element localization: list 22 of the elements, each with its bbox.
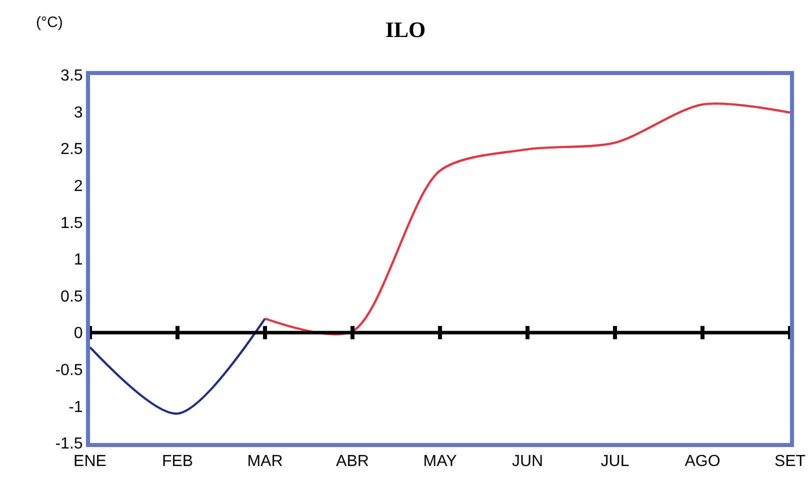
y-tick-label: 3.5 xyxy=(60,68,83,85)
y-tick-label: -1.5 xyxy=(55,436,83,453)
x-tick-label: ENE xyxy=(74,453,106,470)
y-tick-label: 2.5 xyxy=(60,141,83,158)
chart-title: ILO xyxy=(385,17,426,42)
x-tick-label: MAY xyxy=(423,453,458,470)
x-tick-label: JUL xyxy=(600,453,630,470)
y-tick-label: 0.5 xyxy=(60,288,83,306)
x-tick-label: AGO xyxy=(684,453,720,470)
y-tick-label: 0 xyxy=(74,325,83,342)
x-tick-label: MAR xyxy=(247,453,283,470)
x-tick-label: SET xyxy=(774,453,806,470)
y-tick-label: -1 xyxy=(68,398,83,416)
y-tick-label: 3 xyxy=(74,104,83,122)
x-tick-label: ABR xyxy=(336,453,369,470)
y-tick-label: 1.5 xyxy=(60,214,83,232)
x-tick-label: JUN xyxy=(512,453,544,470)
y-axis-title: (°C) xyxy=(36,14,63,31)
y-tick-label: 2 xyxy=(74,178,83,195)
y-tick-label: -0.5 xyxy=(55,362,83,379)
y-tick-label: 1 xyxy=(74,252,83,269)
x-tick-label: FEB xyxy=(162,453,194,470)
